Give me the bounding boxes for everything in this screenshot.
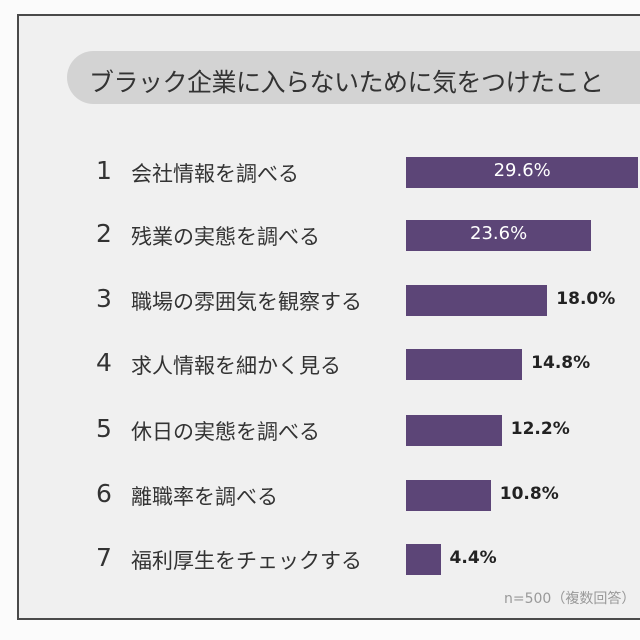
chart-frame: ブラック企業に入らないために気をつけたこと 1 会社情報を調べる 29.6% 2 残業の…	[17, 14, 640, 620]
bar	[406, 285, 548, 316]
rank-number: 3	[96, 284, 112, 313]
rank-number: 4	[96, 348, 112, 377]
value-label: 10.8%	[499, 484, 559, 504]
category-label: 福利厚生をチェックする	[131, 549, 362, 573]
value-label: 4.4%	[449, 548, 497, 568]
category-label: 会社情報を調べる	[131, 162, 299, 186]
value-label: 12.2%	[510, 419, 570, 439]
rank-number: 2	[96, 219, 112, 248]
category-label: 離職率を調べる	[131, 485, 278, 509]
sample-note: n=500（複数回答）	[504, 591, 636, 607]
rank-number: 1	[96, 156, 112, 185]
rank-number: 6	[96, 479, 112, 508]
value-label: 18.0%	[556, 289, 616, 309]
category-label: 残業の実態を調べる	[131, 225, 320, 249]
bar	[406, 544, 441, 575]
bar	[406, 220, 592, 251]
bar	[406, 349, 523, 380]
category-label: 職場の雰囲気を観察する	[131, 290, 362, 314]
bar	[406, 415, 502, 446]
title-background	[67, 51, 640, 104]
category-label: 休日の実態を調べる	[131, 420, 320, 444]
rank-number: 5	[96, 414, 112, 443]
chart-title: ブラック企業に入らないために気をつけたこと	[89, 68, 604, 97]
bar	[406, 157, 639, 188]
value-label: 29.6%	[493, 160, 551, 181]
category-label: 求人情報を細かく見る	[131, 354, 341, 378]
value-label: 14.8%	[531, 353, 591, 373]
bar	[406, 480, 491, 511]
value-label: 23.6%	[470, 223, 528, 244]
rank-number: 7	[96, 543, 112, 572]
